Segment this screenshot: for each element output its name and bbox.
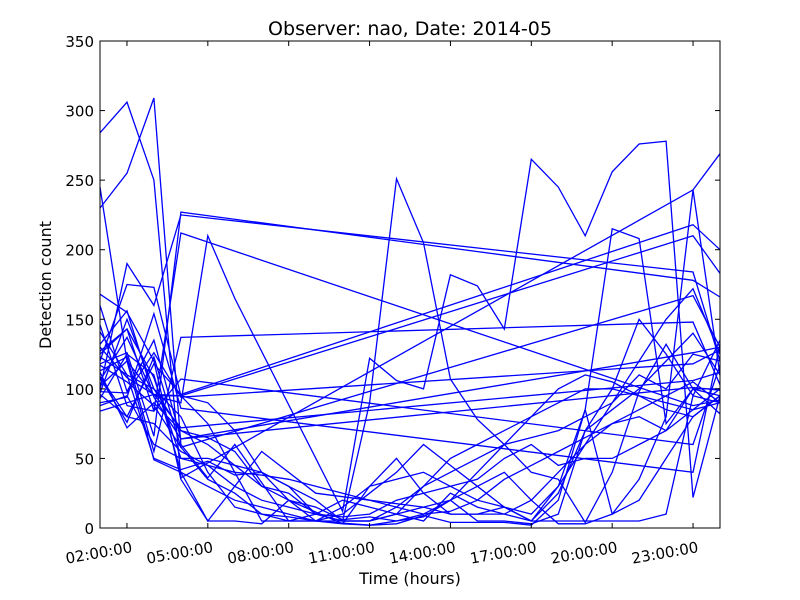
series-line-29 <box>99 381 721 515</box>
y-tick-label: 0 <box>84 520 94 538</box>
plot-frame <box>99 40 721 529</box>
series-line-10 <box>99 223 721 418</box>
series-line-25 <box>99 327 720 518</box>
y-tick-label: 350 <box>65 33 94 51</box>
series-layer <box>99 97 721 526</box>
series-line-23 <box>99 364 721 522</box>
series-line-5 <box>99 227 721 526</box>
y-tick-label: 250 <box>65 172 94 190</box>
series-line-17 <box>99 317 721 522</box>
series-line-16 <box>99 211 721 437</box>
series-line-2 <box>99 97 721 524</box>
y-tick-label: 300 <box>65 103 94 121</box>
series-line-28 <box>99 321 721 455</box>
series-line-11 <box>99 189 721 523</box>
y-tick-label: 150 <box>65 311 94 329</box>
series-line-24 <box>99 311 721 474</box>
y-tick-label: 200 <box>65 242 94 260</box>
y-axis-label: Detection count <box>36 221 55 349</box>
chart-title: Observer: nao, Date: 2014-05 <box>268 18 552 40</box>
series-line-26 <box>99 346 721 429</box>
series-line-4 <box>99 214 721 390</box>
y-tick-label: 50 <box>75 450 94 468</box>
y-tick-label: 100 <box>65 381 94 399</box>
x-axis-label: Time (hours) <box>358 569 461 588</box>
series-line-22 <box>99 305 721 440</box>
series-line-3 <box>99 140 721 514</box>
